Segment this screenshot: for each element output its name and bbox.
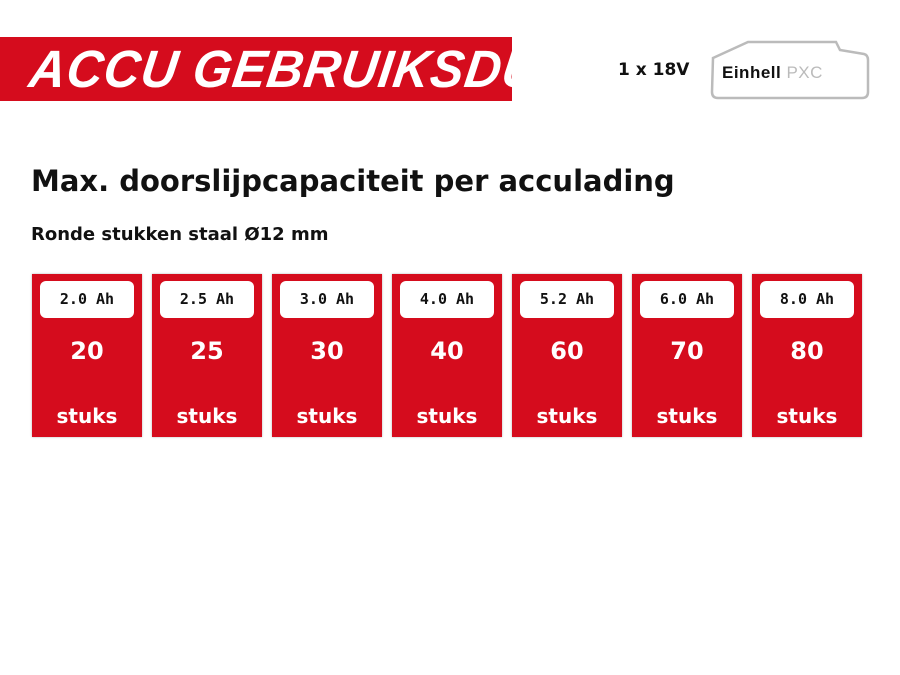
capacity-card: 6.0 Ah 70 stuks xyxy=(632,274,742,437)
count-unit: stuks xyxy=(776,404,838,428)
capacity-label: 5.2 Ah xyxy=(520,281,614,318)
capacity-label: 2.5 Ah xyxy=(160,281,254,318)
count-value: 25 xyxy=(190,337,224,365)
count-unit: stuks xyxy=(416,404,478,428)
count-value: 80 xyxy=(790,337,824,365)
count-unit: stuks xyxy=(536,404,598,428)
count-value: 70 xyxy=(670,337,704,365)
capacity-label: 8.0 Ah xyxy=(760,281,854,318)
capacity-card: 5.2 Ah 60 stuks xyxy=(512,274,622,437)
capacity-card: 3.0 Ah 30 stuks xyxy=(272,274,382,437)
count-unit: stuks xyxy=(176,404,238,428)
brand-logo: Einhell PXC xyxy=(722,63,823,82)
count-value: 60 xyxy=(550,337,584,365)
count-unit: stuks xyxy=(296,404,358,428)
battery-count: 1 x 18V xyxy=(618,60,690,80)
count-value: 40 xyxy=(430,337,464,365)
battery-logo-icon xyxy=(710,40,870,100)
capacity-card: 8.0 Ah 80 stuks xyxy=(752,274,862,437)
count-unit: stuks xyxy=(56,404,118,428)
count-unit: stuks xyxy=(656,404,718,428)
header-title: ACCU GEBRUIKSDUUR xyxy=(25,39,618,99)
capacity-label: 4.0 Ah xyxy=(400,281,494,318)
page-title: Max. doorslijpcapaciteit per acculading xyxy=(31,164,675,198)
capacity-card: 4.0 Ah 40 stuks xyxy=(392,274,502,437)
count-value: 20 xyxy=(70,337,104,365)
header-banner: ACCU GEBRUIKSDUUR xyxy=(0,37,618,101)
capacity-card: 2.0 Ah 20 stuks xyxy=(32,274,142,437)
capacity-card: 2.5 Ah 25 stuks xyxy=(152,274,262,437)
capacity-label: 2.0 Ah xyxy=(40,281,134,318)
capacity-label: 6.0 Ah xyxy=(640,281,734,318)
count-value: 30 xyxy=(310,337,344,365)
capacity-label: 3.0 Ah xyxy=(280,281,374,318)
page-subtitle: Ronde stukken staal Ø12 mm xyxy=(31,224,329,245)
